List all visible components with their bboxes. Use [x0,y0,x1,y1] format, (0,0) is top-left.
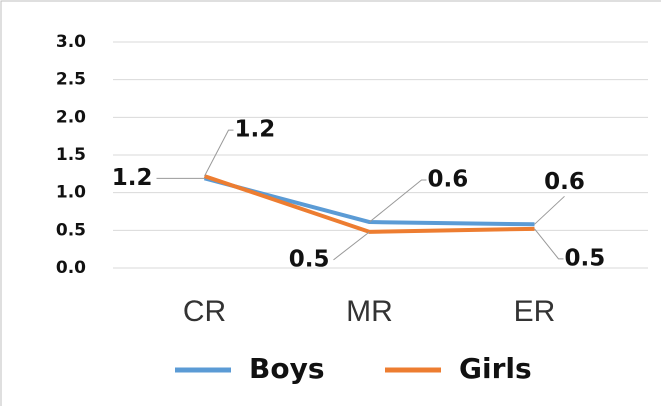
y-tick-label: 2.5 [56,70,86,90]
data-label: 0.5 [289,246,330,272]
y-tick-label: 1.0 [56,183,86,203]
leader-line [534,228,564,260]
y-tick-label: 1.5 [56,145,86,165]
y-tick-label: 3.0 [56,32,86,52]
data-label: 0.6 [544,169,585,195]
legend-label: Girls [459,352,532,385]
legend-label: Boys [249,352,325,385]
data-label: 1.2 [112,165,153,191]
x-tick-label: CR [183,295,226,328]
x-tick-label: MR [346,295,393,328]
x-tick-label: ER [514,295,556,328]
data-label: 0.5 [565,245,606,271]
leader-line [534,195,565,225]
leader-line [204,129,234,177]
leader-line [369,179,427,223]
leader-line [333,231,370,261]
y-tick-label: 0.0 [56,258,86,278]
series-line [203,176,535,227]
y-tick-label: 0.5 [56,220,86,240]
data-label: 0.6 [428,167,469,193]
y-tick-label: 2.0 [56,107,86,127]
data-label: 1.2 [235,117,276,143]
